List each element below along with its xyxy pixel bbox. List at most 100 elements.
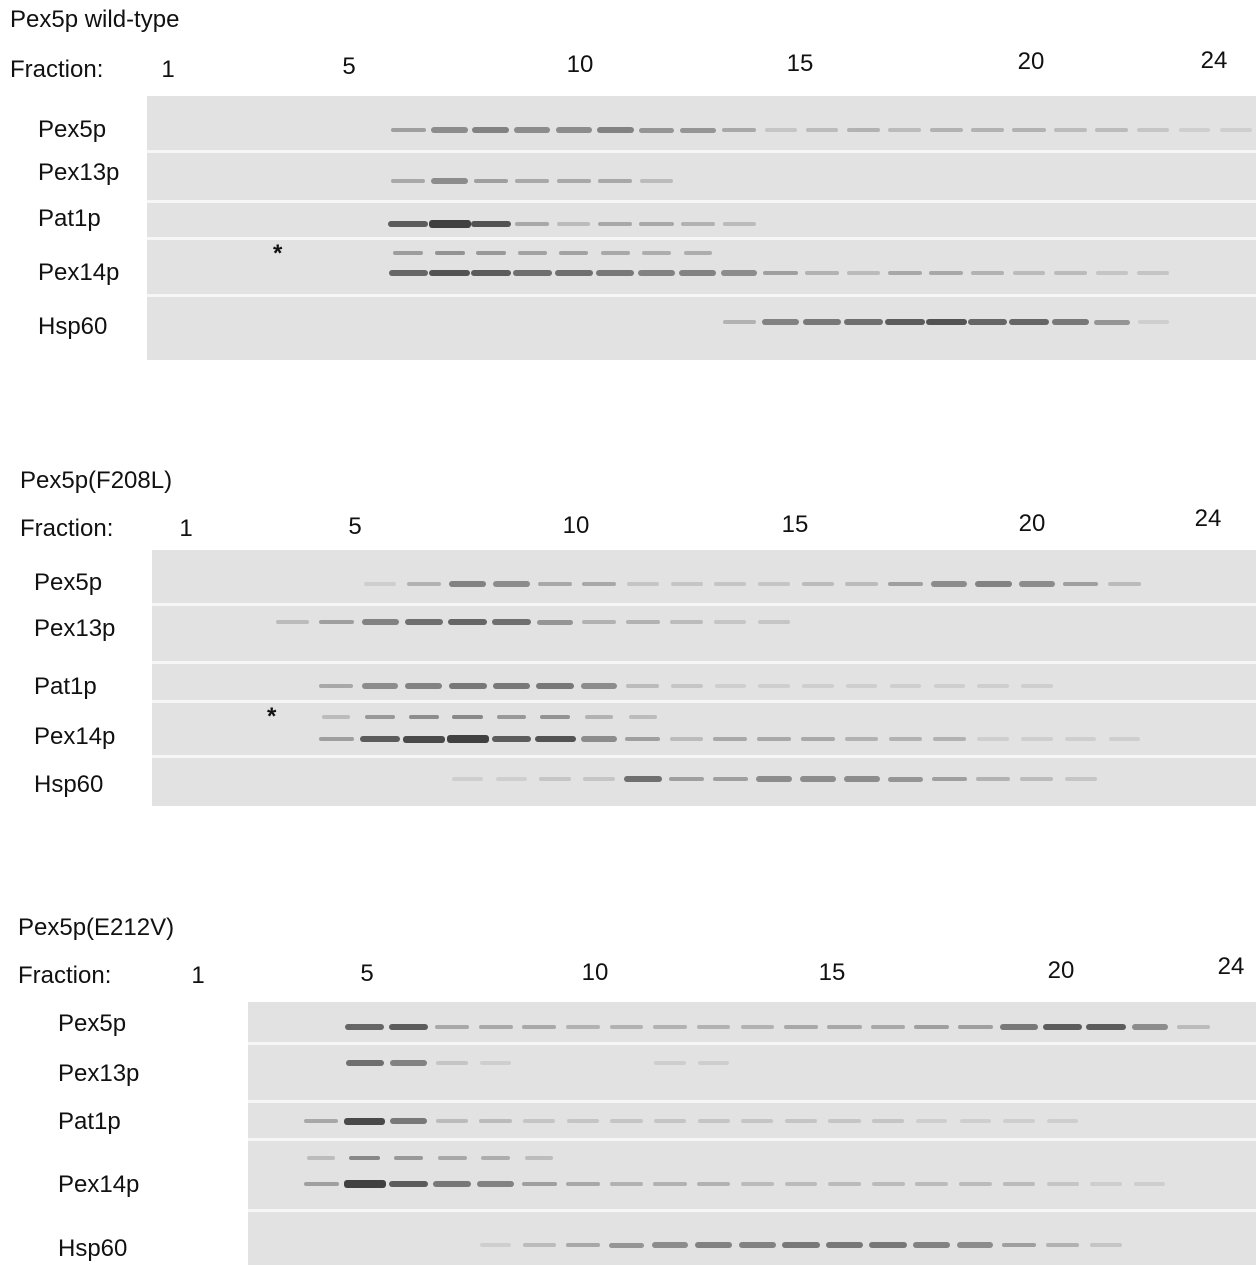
blot-band bbox=[970, 270, 1005, 276]
blot-band bbox=[536, 683, 575, 689]
blot-band bbox=[931, 776, 967, 782]
blot-band bbox=[390, 127, 426, 133]
blot-strip bbox=[147, 297, 1256, 360]
fraction-number-5: 5 bbox=[342, 53, 356, 80]
blot-band-secondary bbox=[408, 715, 440, 719]
blot-band bbox=[758, 684, 790, 688]
blot-band bbox=[929, 127, 963, 133]
blot-band bbox=[784, 1182, 818, 1186]
blot-band bbox=[345, 1060, 385, 1066]
blot-band bbox=[888, 581, 923, 587]
blot-band bbox=[433, 1181, 471, 1187]
blot-band bbox=[598, 221, 633, 227]
blot-band bbox=[670, 620, 703, 624]
lane-separator bbox=[248, 1138, 1256, 1141]
blot-band-secondary bbox=[642, 251, 671, 255]
blot-band-secondary bbox=[517, 251, 547, 255]
lane-separator bbox=[147, 200, 1256, 203]
blot-band bbox=[1220, 128, 1252, 132]
blot-band-secondary bbox=[349, 1156, 381, 1160]
blot-band bbox=[539, 777, 572, 781]
blot-band bbox=[843, 776, 880, 782]
blot-band-secondary bbox=[584, 715, 614, 719]
blot-band bbox=[1009, 318, 1049, 326]
fraction-label: Fraction: bbox=[20, 515, 114, 542]
blot-band bbox=[713, 736, 748, 742]
blot-band bbox=[479, 1061, 512, 1065]
blot-band bbox=[344, 1117, 386, 1125]
blot-band bbox=[431, 127, 468, 133]
blot-band bbox=[388, 269, 428, 277]
blot-band bbox=[1021, 684, 1053, 688]
fraction-number-1: 1 bbox=[179, 515, 193, 542]
blot-band bbox=[782, 1242, 820, 1248]
blot-band bbox=[1064, 777, 1097, 781]
blot-band bbox=[681, 221, 715, 227]
panel-e212v: Pex5p(E212V) Fraction: 1 5 10 15 20 24 P… bbox=[0, 905, 1256, 1265]
blot-band bbox=[805, 270, 839, 276]
blot-band bbox=[847, 271, 880, 275]
blot-band bbox=[479, 1243, 512, 1247]
row-label-pat1p: Pat1p bbox=[38, 205, 101, 232]
blot-band bbox=[492, 683, 531, 689]
blot-band bbox=[1051, 319, 1090, 325]
blot-band bbox=[1108, 737, 1141, 741]
fraction-number-10: 10 bbox=[566, 51, 594, 78]
blot-band bbox=[1012, 271, 1046, 275]
blot-band bbox=[915, 1182, 949, 1186]
blot-band bbox=[846, 684, 878, 688]
blot-band bbox=[1137, 320, 1169, 324]
blot-band bbox=[845, 582, 879, 586]
blot-band bbox=[1001, 1242, 1037, 1248]
blot-band bbox=[1020, 777, 1054, 781]
lane-separator bbox=[248, 1042, 1256, 1045]
nonspecific-band-asterisk: * bbox=[267, 703, 277, 730]
blot-band bbox=[869, 1242, 907, 1248]
blot-strip bbox=[152, 758, 1256, 806]
blot-band bbox=[1095, 271, 1128, 275]
blot-band-secondary bbox=[452, 715, 484, 719]
blot-band bbox=[931, 581, 968, 587]
blot-band bbox=[428, 220, 471, 228]
blot-band-secondary bbox=[540, 715, 571, 719]
blot-band bbox=[1108, 582, 1141, 586]
blot-band bbox=[1094, 319, 1130, 325]
blot-band bbox=[722, 222, 756, 226]
blot-band bbox=[721, 270, 758, 276]
blot-band bbox=[1131, 1024, 1168, 1030]
blot-band bbox=[555, 127, 592, 133]
blot-band bbox=[566, 1024, 600, 1030]
blot-band bbox=[405, 683, 443, 689]
row-label-hsp60: Hsp60 bbox=[34, 771, 104, 798]
blot-band bbox=[522, 1243, 556, 1247]
blot-band bbox=[976, 776, 1010, 782]
blot-band bbox=[1090, 1182, 1122, 1186]
blot-band bbox=[580, 736, 618, 742]
blot-band bbox=[844, 736, 879, 742]
blot-band bbox=[958, 1182, 992, 1186]
blot-band bbox=[714, 684, 747, 688]
blot-image bbox=[147, 96, 1256, 360]
blot-band bbox=[871, 1024, 906, 1030]
blot-band bbox=[638, 270, 676, 276]
blot-band bbox=[343, 1180, 386, 1188]
blot-band bbox=[887, 776, 924, 782]
blot-band bbox=[523, 1119, 556, 1123]
blot-band bbox=[391, 178, 426, 184]
blot-band bbox=[670, 582, 703, 586]
blot-band bbox=[679, 270, 717, 276]
blot-band bbox=[827, 1024, 862, 1030]
blot-band bbox=[1054, 271, 1087, 275]
blot-band bbox=[696, 1181, 731, 1187]
blot-band bbox=[653, 1181, 687, 1187]
blot-band bbox=[669, 776, 705, 782]
fraction-number-1: 1 bbox=[191, 962, 205, 989]
blot-band bbox=[697, 1119, 730, 1123]
blot-band-secondary bbox=[496, 715, 527, 719]
blot-band bbox=[451, 777, 484, 781]
blot-band bbox=[319, 683, 354, 689]
fraction-number-10: 10 bbox=[562, 512, 590, 539]
blot-band bbox=[638, 127, 675, 133]
lane-separator bbox=[248, 1100, 1256, 1103]
lane-separator bbox=[152, 755, 1256, 758]
